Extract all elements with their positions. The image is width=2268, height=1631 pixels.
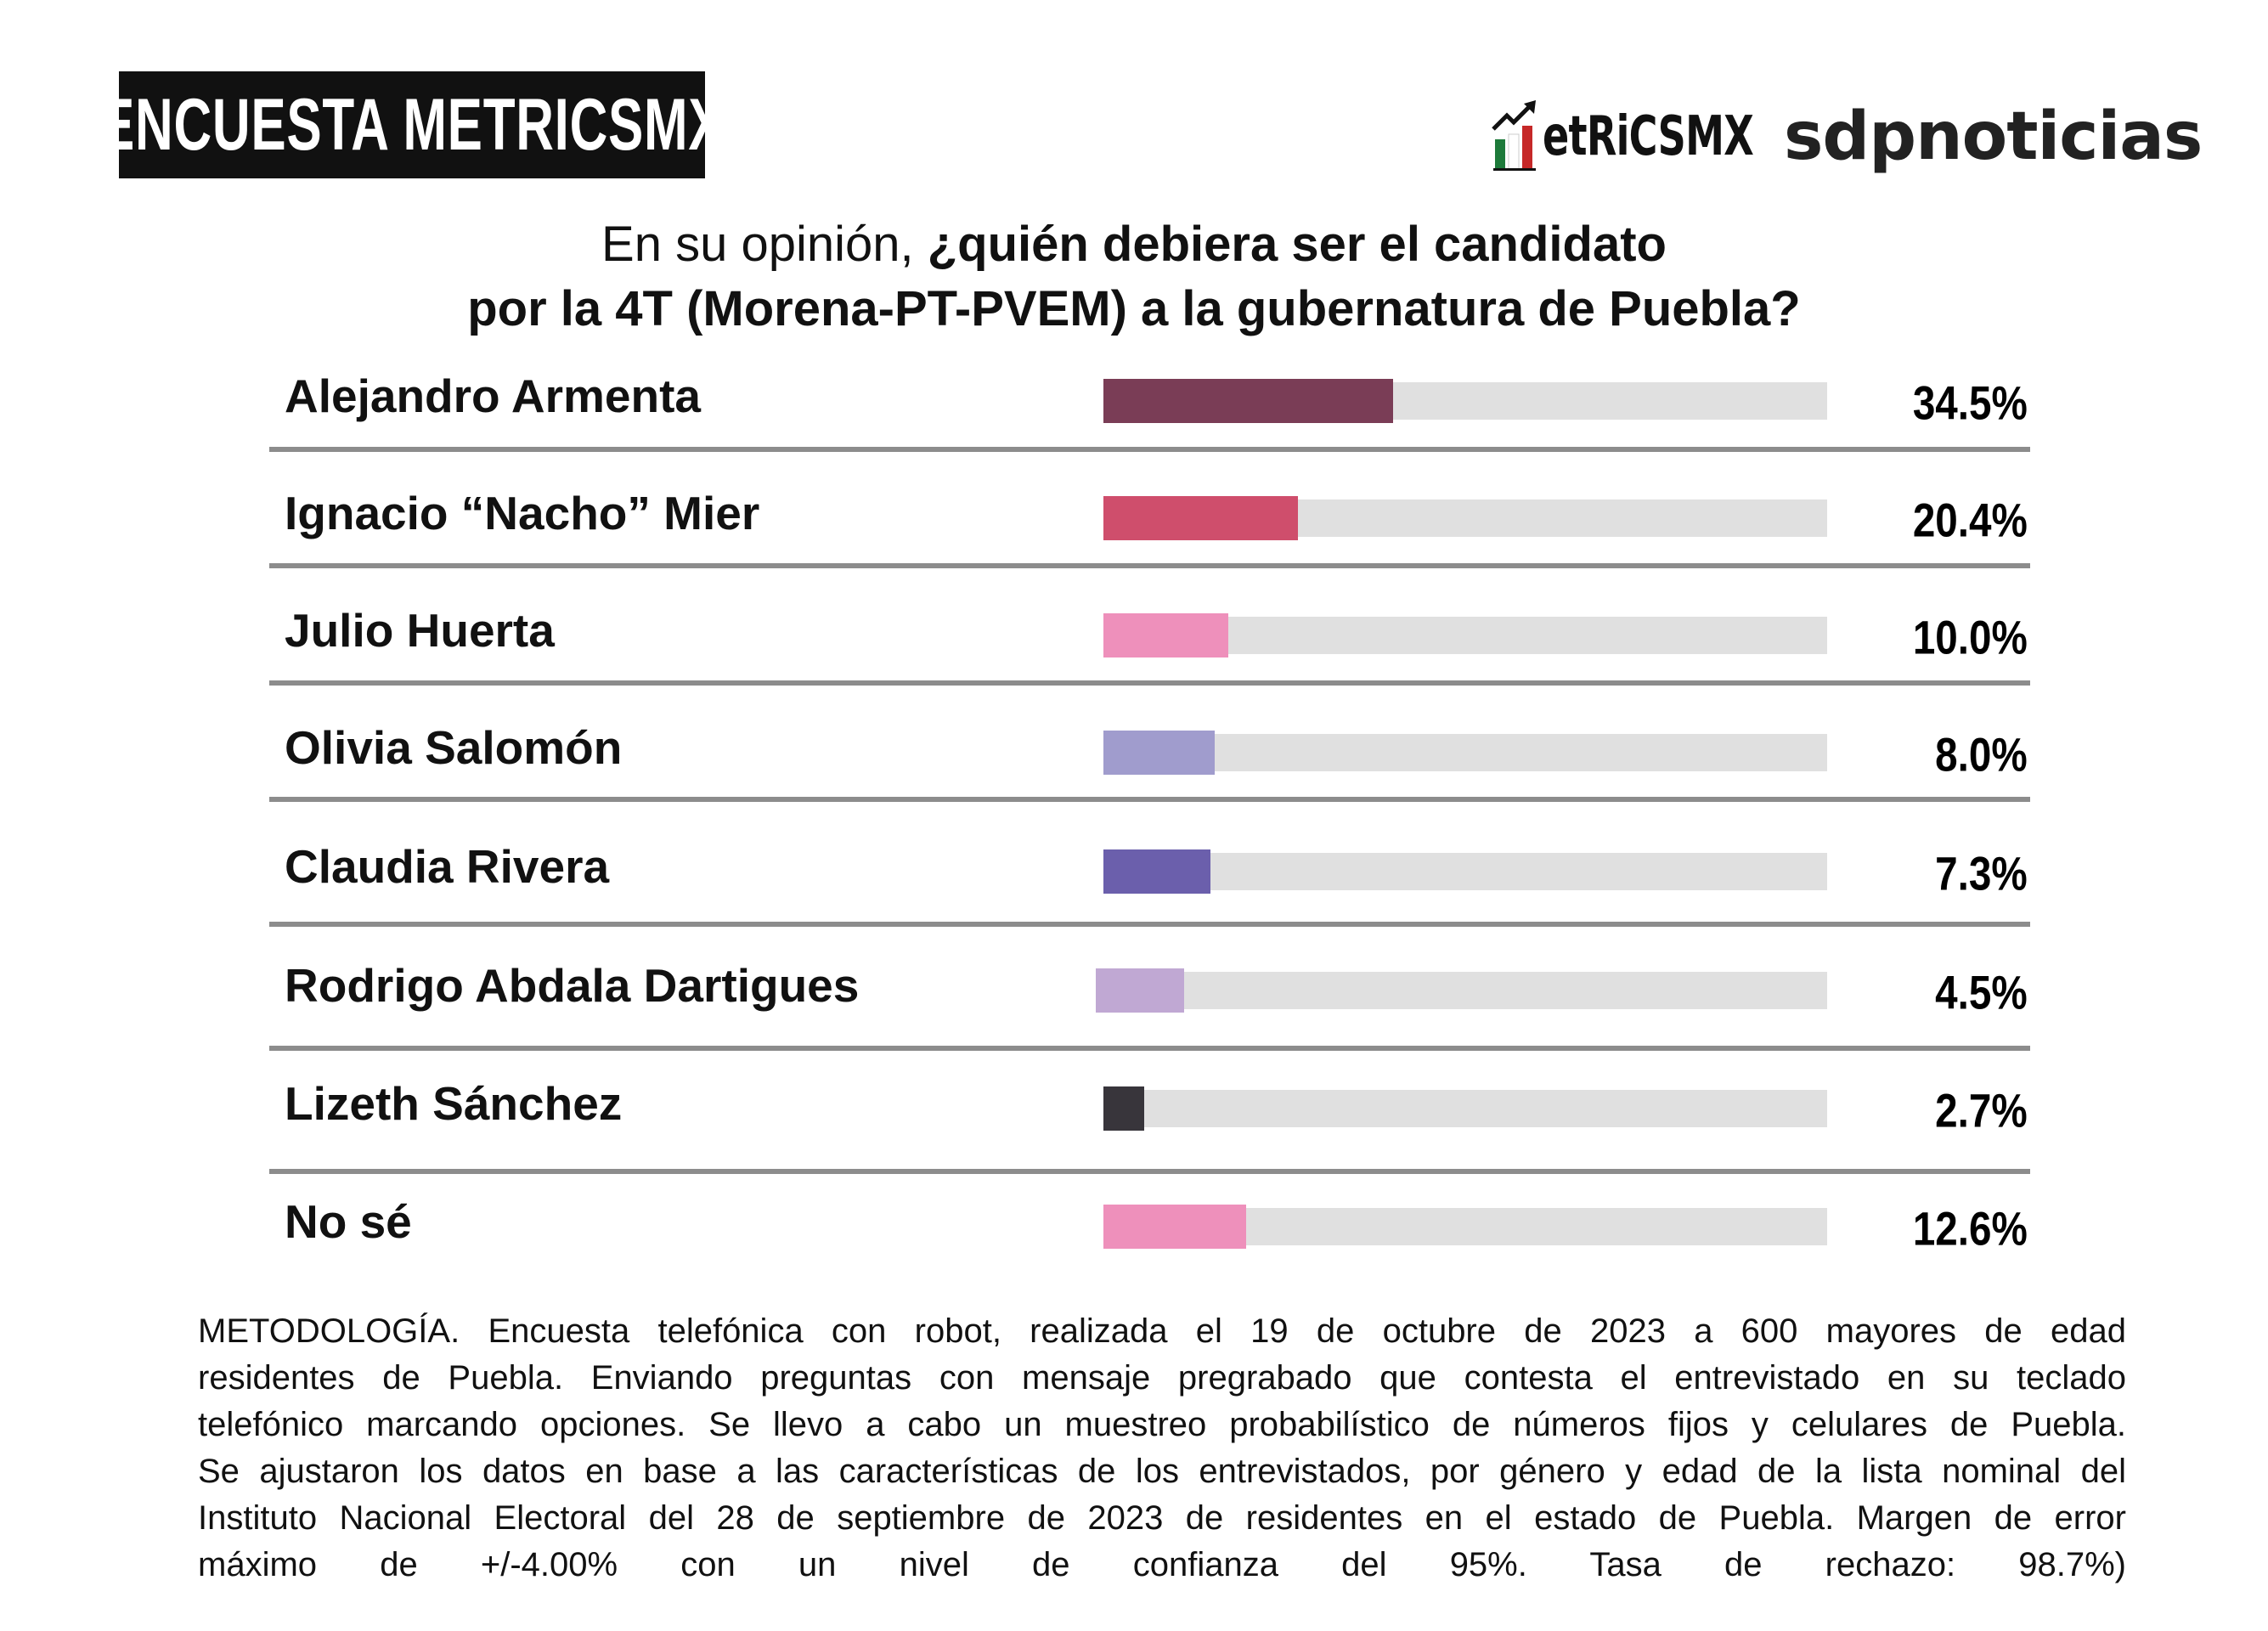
bar-label: Alejandro Armenta (285, 370, 702, 422)
row-divider (269, 563, 2030, 568)
bar (1103, 1086, 1144, 1131)
bar-track (1103, 972, 1827, 1009)
methodology-note: METODOLOGÍA. Encuesta telefónica con rob… (198, 1308, 2126, 1589)
methodology-line: Se ajustaron los datos en base a las car… (198, 1453, 2126, 1490)
bar-track (1103, 734, 1827, 771)
row-divider (269, 1169, 2030, 1174)
methodology-line: máximo de +/-4.00% con un nivel de confi… (198, 1546, 2126, 1583)
bar-value-label: 2.7% (1935, 1083, 2028, 1137)
metricsmx-chart-icon (1492, 100, 1536, 171)
bar (1103, 379, 1393, 423)
metricsmx-logo: etRiCSMX (1492, 100, 1754, 172)
bar-value-label: 20.4% (1913, 493, 2028, 547)
sdpnoticias-logo: sdpnoticias (1784, 99, 2203, 175)
bar (1096, 968, 1184, 1013)
bar-value-label: 4.5% (1935, 965, 2028, 1019)
bar-track (1103, 853, 1827, 890)
survey-badge: ENCUESTA METRICSMX (99, 71, 724, 178)
bar (1103, 731, 1216, 775)
methodology-line: residentes de Puebla. Enviando preguntas… (198, 1359, 2126, 1397)
bar-label: Lizeth Sánchez (285, 1077, 623, 1130)
row-divider (269, 922, 2030, 927)
row-divider (269, 680, 2030, 686)
bar-value-label: 7.3% (1935, 846, 2028, 900)
bar-value-label: 8.0% (1935, 727, 2028, 782)
badge-text: ENCUESTA METRICSMX (99, 83, 725, 166)
chart-title: En su opinión, ¿quién debiera ser el can… (0, 212, 2268, 341)
bar-label: Olivia Salomón (285, 721, 623, 774)
bar (1103, 1205, 1246, 1249)
methodology-line: Instituto Nacional Electoral del 28 de s… (198, 1499, 2126, 1537)
bar (1103, 496, 1299, 540)
question-plain: En su opinión, (601, 217, 928, 272)
question-bold-1: ¿quién debiera ser el candidato (927, 217, 1667, 272)
question-bold-2: por la 4T (Morena-PT-PVEM) a la gubernat… (467, 281, 1801, 336)
bar-value-label: 12.6% (1913, 1201, 2028, 1256)
bar-track (1103, 1090, 1827, 1127)
methodology-line: telefónico marcando opciones. Se llevo a… (198, 1406, 2126, 1443)
methodology-line: METODOLOGÍA. Encuesta telefónica con rob… (198, 1312, 2126, 1350)
bar-label: Rodrigo Abdala Dartigues (285, 959, 860, 1012)
metricsmx-logo-text: etRiCSMX (1543, 105, 1754, 168)
row-divider (269, 447, 2030, 452)
bar (1103, 613, 1228, 657)
bar-value-label: 34.5% (1913, 375, 2028, 430)
bar-label: No sé (285, 1195, 412, 1248)
bar-label: Ignacio “Nacho” Mier (285, 487, 760, 539)
bar-label: Julio Huerta (285, 604, 555, 657)
bar (1103, 849, 1210, 894)
row-divider (269, 1046, 2030, 1051)
row-divider (269, 797, 2030, 802)
bar-value-label: 10.0% (1913, 610, 2028, 664)
bar-label: Claudia Rivera (285, 840, 610, 893)
